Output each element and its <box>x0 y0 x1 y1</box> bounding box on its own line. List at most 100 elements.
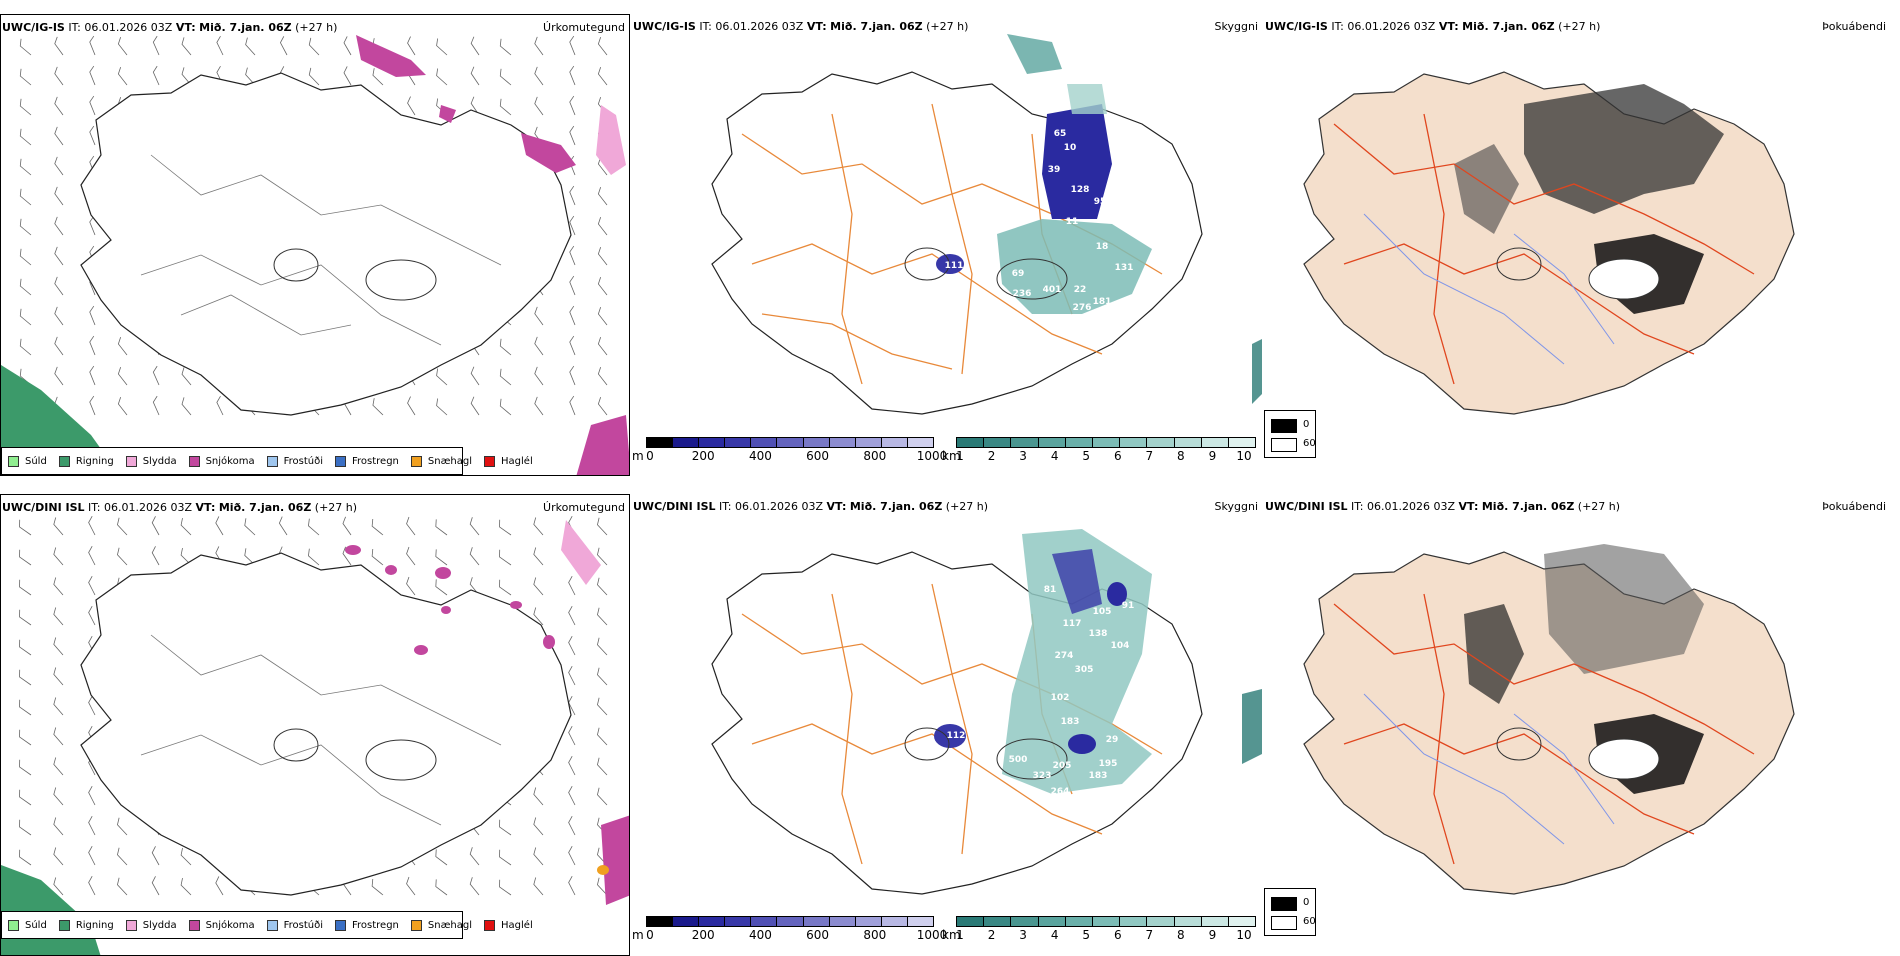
visibility_scale-unit: km <box>942 449 961 463</box>
ceiling_scale-tick: 600 <box>806 449 830 463</box>
precip-legend-item: Snjókoma <box>188 919 255 931</box>
wind-barb <box>89 65 96 86</box>
ceiling-value-label: 111 <box>945 261 964 271</box>
wind-barb <box>117 396 128 416</box>
wind-barb <box>597 306 608 326</box>
wind-barb <box>117 66 128 86</box>
wind-barb <box>19 699 32 716</box>
ceiling_scale-ramp-step <box>777 438 804 447</box>
wind-barb <box>469 547 480 566</box>
wind-barb <box>342 546 352 566</box>
wind-barb <box>406 876 416 896</box>
ceiling-value-label: 10 <box>1064 143 1077 153</box>
wind-barb <box>407 96 416 116</box>
ceiling_scale-ramp-step <box>673 438 700 447</box>
precip-legend-label: Rigning <box>75 919 114 931</box>
visibility_scale-tick: 1 <box>956 928 964 942</box>
fog-legend-white-swatch <box>1271 916 1297 930</box>
visibility_scale-ramp-step <box>1174 917 1202 926</box>
precip-legend-item: Frostúði <box>266 919 323 931</box>
wind-barb <box>53 637 64 656</box>
ceiling-value-label: 18 <box>1096 242 1109 252</box>
wind-barb <box>88 606 96 626</box>
ceiling-value-label: 117 <box>1063 619 1082 629</box>
wind-barb <box>343 36 352 56</box>
ceiling-value-label: 131 <box>1115 263 1134 273</box>
wind-barb <box>89 215 96 236</box>
wind-barb <box>568 666 576 686</box>
visibility_scale-ramp-step <box>1065 917 1093 926</box>
visibility_scale-tick: 2 <box>987 928 996 942</box>
wind-barb <box>406 516 416 536</box>
wind-barb <box>88 516 96 536</box>
wind-barb <box>89 125 96 146</box>
wind-barb <box>534 306 544 326</box>
wind-barb <box>308 37 320 56</box>
precip-legend-label: Súld <box>25 455 47 467</box>
row1-fog-type-label: Þokuábendi <box>1822 20 1886 33</box>
ceiling-value-label: 29 <box>1106 735 1119 745</box>
precip-legend-label: Frostúði <box>283 455 323 467</box>
wind-barb <box>499 879 512 896</box>
visibility_scale-tick: 5 <box>1082 449 1091 463</box>
precip-legend-item: Snjókoma <box>188 455 255 467</box>
wind-barb <box>19 278 32 296</box>
precip-legend-item: Haglél <box>484 455 533 467</box>
ceiling-value-label: 401 <box>1043 285 1062 295</box>
wind-barb <box>180 517 192 536</box>
ceiling_scale-ramp-step <box>829 438 856 447</box>
row2-fog-type-label: Þokuábendi <box>1822 500 1886 513</box>
wind-barb <box>88 576 96 596</box>
wind-barb <box>568 876 576 896</box>
wind-barb <box>569 215 576 236</box>
wind-barb <box>407 36 416 56</box>
row1-fog-title: UWC/IG-IS IT: 06.01.2026 03Z VT: Mið. 7.… <box>1265 20 1601 33</box>
visibility_scale-tick: 8 <box>1177 928 1185 942</box>
wind-barb <box>534 336 544 356</box>
wind-barb <box>597 336 608 356</box>
ceiling-value-label: 205 <box>1053 761 1072 771</box>
wind-barb <box>278 516 288 536</box>
wind-barb <box>151 876 160 896</box>
wind-barb <box>597 607 608 626</box>
fog-legend-label-max: 60 <box>1303 916 1316 927</box>
precip-legend-swatch <box>484 455 496 467</box>
row2-visibility-type-label: Skyggni <box>1214 500 1258 513</box>
ceiling_scale-ramp <box>646 437 934 448</box>
wind-barb <box>533 547 544 566</box>
ceiling_scale-ramp-step <box>751 438 778 447</box>
wind-barb <box>597 577 608 596</box>
row1-precip-legend: Súld Rigning Slydda Snjókoma Frostúði Frostre… <box>1 447 533 475</box>
visibility_scale-unit: km <box>942 928 961 942</box>
wind-barb <box>54 66 64 86</box>
ceiling-value-label: 274 <box>1055 651 1074 661</box>
fog-legend-label-min: 0 <box>1303 419 1310 430</box>
visibility_scale-ramp <box>956 437 1256 448</box>
wind-barb <box>244 548 256 566</box>
wind-barb <box>569 275 576 296</box>
row2-fog-map <box>1303 544 1795 895</box>
wind-barb <box>53 517 64 536</box>
wind-barb <box>117 366 128 386</box>
wind-barb <box>152 365 160 386</box>
visibility_scale-ramp-step <box>1065 438 1093 447</box>
precip-legend-item: Slydda <box>125 919 177 931</box>
wind-barb <box>533 517 544 536</box>
ceiling-value-label: 500 <box>1009 755 1028 765</box>
ceiling_scale-ramp-step <box>803 438 830 447</box>
precip-legend-label: Rigning <box>75 455 114 467</box>
ceiling-value-label: 104 <box>1111 641 1130 651</box>
wind-barb <box>53 787 64 806</box>
wind-barb <box>53 547 64 566</box>
row1-precip-panel: UWC/IG-IS IT: 06.01.2026 03Z VT: Mið. 7.… <box>0 14 630 476</box>
wind-barb <box>117 547 128 566</box>
wind-barb <box>54 246 64 266</box>
ceiling_scale-tick: 600 <box>806 928 830 942</box>
ceiling_scale-ramp-step <box>829 917 856 926</box>
wind-barb <box>117 817 128 836</box>
visibility_scale-tick: 10 <box>1236 928 1252 942</box>
wind-barb <box>19 338 32 356</box>
ceiling-value-label: 69 <box>1012 269 1025 279</box>
visibility_scale-ramp-step <box>957 917 985 926</box>
